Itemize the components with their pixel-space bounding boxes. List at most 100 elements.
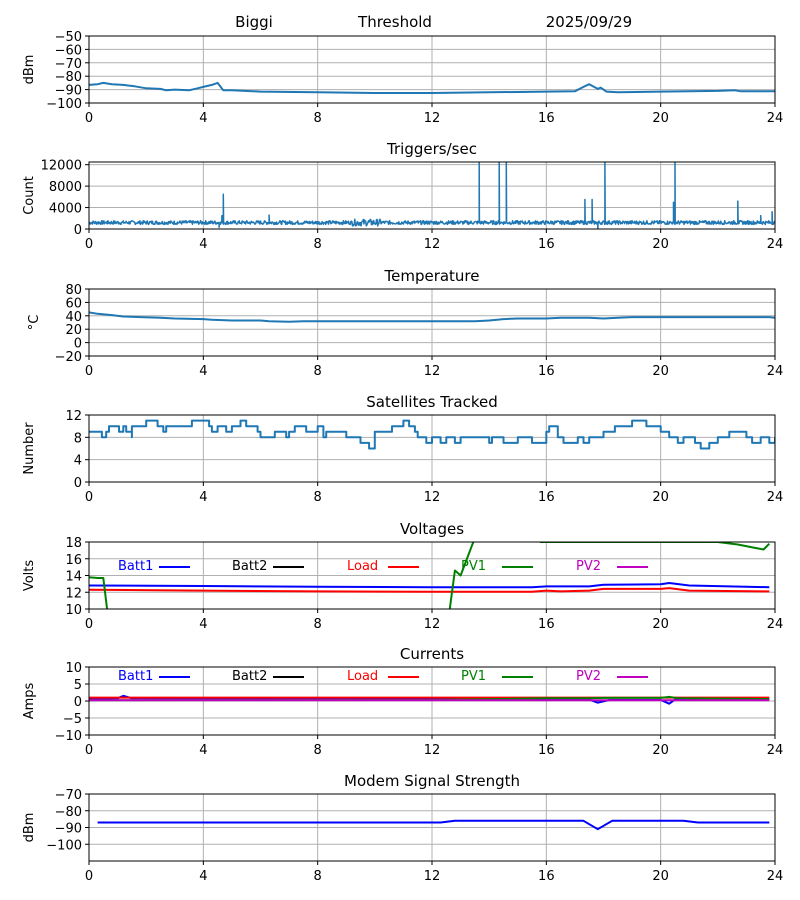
y-tick-label: 16 [65,553,82,568]
header-date: 2025/09/29 [546,13,632,31]
x-tick-label: 24 [767,237,784,252]
legend-label-pv1: PV1 [461,559,486,574]
x-tick-label: 20 [652,743,669,758]
chart-title: Currents [400,645,464,663]
x-tick-label: 0 [85,617,93,632]
x-tick-label: 4 [199,364,207,379]
y-tick-label: 0 [74,476,82,491]
legend-label-batt2: Batt2 [232,559,267,574]
y-tick-label: 4 [74,454,82,469]
chart-title: Temperature [383,267,479,285]
x-tick-label: 0 [85,743,93,758]
x-tick-label: 20 [652,490,669,505]
x-tick-label: 20 [652,617,669,632]
x-tick-label: 4 [199,237,207,252]
x-tick-label: 0 [85,111,93,126]
x-tick-label: 8 [314,364,322,379]
x-tick-label: 0 [85,237,93,252]
legend-label-batt1: Batt1 [118,559,153,574]
legend-label-pv2: PV2 [576,559,601,574]
chart-title: Voltages [400,520,464,538]
series-line-pv1 [89,542,771,609]
y-tick-label: −90 [55,822,82,837]
header-station: Biggi [235,13,273,31]
x-tick-label: 24 [767,364,784,379]
panel-6: 0 4 8 12 16 20 24 −70 −80 −90−100 Modem Signal Str… [22,772,783,884]
y-tick-label: −80 [55,70,82,85]
y-axis-label: °C [27,315,42,331]
x-tick-label: 0 [85,869,93,884]
y-tick-label: −50 [55,30,82,45]
series-line-triggers [89,162,775,229]
y-tick-label: 8000 [49,180,82,195]
x-tick-label: 12 [424,111,441,126]
y-axis-label: dBm [22,55,37,85]
x-tick-label: 20 [652,869,669,884]
y-tick-label: 80 [65,283,82,298]
y-axis-label: Amps [22,682,37,719]
x-tick-label: 8 [314,743,322,758]
y-tick-label: −70 [55,57,82,72]
x-tick-label: 12 [424,869,441,884]
legend-label-load: Load [347,669,378,684]
x-tick-label: 16 [538,490,555,505]
x-tick-label: 24 [767,111,784,126]
y-tick-label: 60 [65,296,82,311]
x-tick-label: 0 [85,490,93,505]
x-tick-label: 16 [538,111,555,126]
x-tick-label: 4 [199,617,207,632]
y-tick-label: 10 [65,603,82,618]
series-line-load [89,587,770,593]
series-line-temperature [89,311,775,323]
y-axis-label: Count [22,176,37,215]
panel-3: 0 4 8 12 16 20 24 12 8 4 0 Satellites Tracked Number [22,393,783,505]
chart-title: Triggers/sec [386,140,477,158]
x-tick-label: 16 [538,617,555,632]
y-axis-label: Number [22,422,37,475]
x-tick-label: 8 [314,869,322,884]
x-tick-label: 12 [424,743,441,758]
chart-title: Modem Signal Strength [344,772,520,790]
series-line-satellites [89,419,775,450]
x-tick-label: 12 [424,617,441,632]
x-tick-label: 20 [652,111,669,126]
y-tick-label: −10 [55,729,82,744]
x-tick-label: 4 [199,869,207,884]
x-tick-label: 12 [424,364,441,379]
series-line-batt1 [89,582,770,589]
legend-label-load: Load [347,559,378,574]
x-tick-label: 0 [85,364,93,379]
y-tick-label: −80 [55,805,82,820]
x-tick-label: 16 [538,237,555,252]
x-tick-label: 4 [199,111,207,126]
x-tick-label: 20 [652,364,669,379]
x-tick-label: 16 [538,364,555,379]
x-tick-label: 8 [314,237,322,252]
legend-label-batt2: Batt2 [232,669,267,684]
y-tick-label: 0 [74,695,82,710]
y-tick-label: 40 [65,310,82,325]
x-tick-label: 16 [538,869,555,884]
y-tick-label: −70 [55,788,82,803]
y-tick-label: 10 [65,661,82,676]
x-tick-label: 4 [199,490,207,505]
x-tick-label: 16 [538,743,555,758]
y-tick-label: 0 [74,223,82,238]
chart-title: Satellites Tracked [366,393,497,411]
y-axis-label: dBm [22,813,37,843]
x-tick-label: 20 [652,237,669,252]
series-line-modem [97,819,770,831]
x-tick-label: 12 [424,237,441,252]
legend-label-pv2: PV2 [576,669,601,684]
y-tick-label: 8 [74,431,82,446]
y-tick-label: 14 [65,570,82,585]
x-tick-label: 12 [424,490,441,505]
y-tick-label: −20 [55,350,82,365]
y-tick-label: 12000 [41,159,82,174]
y-tick-label: 20 [65,323,82,338]
y-tick-label: −100 [46,838,82,853]
y-tick-label: 4000 [49,202,82,217]
y-tick-label: 12 [65,586,82,601]
